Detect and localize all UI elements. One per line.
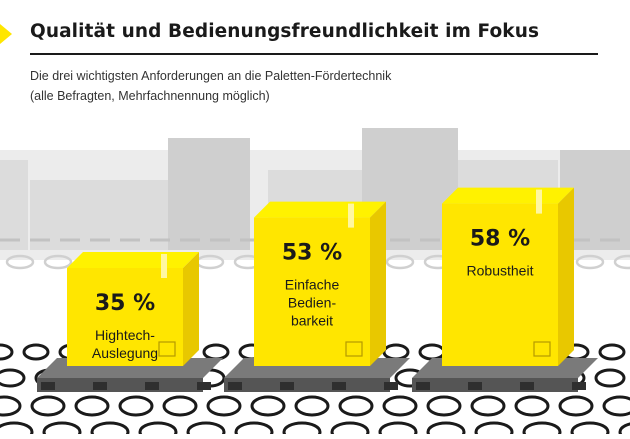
box-tape xyxy=(348,203,354,228)
pallet-slot xyxy=(332,382,346,390)
category-label: Bedien- xyxy=(288,295,337,311)
bg-roller xyxy=(385,254,415,270)
box-top xyxy=(442,187,574,204)
pallet-slot xyxy=(280,382,294,390)
box-side xyxy=(370,201,386,366)
bars: 35 % Hightech- Auslegung 53 % Einfache Bedien… xyxy=(37,187,598,392)
box-tape xyxy=(536,189,542,214)
category-label: Einfache xyxy=(285,277,340,293)
conveyor-roller xyxy=(202,343,230,361)
pallet-slot xyxy=(197,382,211,390)
conveyor-roller xyxy=(0,421,34,439)
pallet-front xyxy=(37,378,203,392)
page-title: Qualität und Bedienungsfreundlichkeit im… xyxy=(30,21,540,42)
conveyor-roller xyxy=(426,395,462,417)
handling-symbol-icon xyxy=(533,341,551,357)
conveyor-roller xyxy=(282,421,322,439)
pallet-slot xyxy=(520,382,534,390)
category-label: Auslegung xyxy=(92,345,158,361)
pallet-slot xyxy=(468,382,482,390)
conveyor-roller xyxy=(90,421,130,439)
bar-1: 35 % Hightech- Auslegung xyxy=(37,252,223,392)
title-divider xyxy=(30,53,598,55)
pallet-front xyxy=(412,378,578,392)
box-side xyxy=(558,187,574,366)
bar-3: 58 % Robustheit xyxy=(412,187,598,392)
pallet-slot xyxy=(416,382,430,390)
conveyor-roller xyxy=(22,343,50,361)
conveyor-roller xyxy=(382,395,418,417)
bar-2: 53 % Einfache Bedien-barkeit xyxy=(224,201,410,392)
pallet-slot xyxy=(384,382,398,390)
box-top xyxy=(67,252,199,268)
box-front xyxy=(442,203,558,366)
conveyor-roller xyxy=(522,421,562,439)
handling-symbol-icon xyxy=(345,341,363,357)
box-side xyxy=(183,252,199,366)
conveyor-roller xyxy=(118,395,154,417)
value-label: 53 % xyxy=(282,241,342,266)
pallet-slot xyxy=(572,382,586,390)
conveyor-roller xyxy=(602,395,630,417)
subtitle-line-2: (alle Befragten, Mehrfachnennung möglich… xyxy=(30,89,270,103)
conveyor-roller xyxy=(338,395,374,417)
conveyor-roller xyxy=(0,343,14,361)
category-label: barkeit xyxy=(291,313,333,329)
category-label: Hightech- xyxy=(95,327,155,343)
pallet-slot xyxy=(41,382,55,390)
conveyor-roller xyxy=(514,395,550,417)
box-front xyxy=(67,268,183,366)
conveyor-roller xyxy=(418,343,446,361)
bg-machine xyxy=(168,138,250,250)
conveyor-roller xyxy=(618,422,630,439)
conveyor-roller xyxy=(0,395,22,417)
conveyor-roller xyxy=(42,421,82,439)
conveyor-roller xyxy=(330,421,370,439)
pallet-slot xyxy=(228,382,242,390)
conveyor-roller xyxy=(138,421,178,439)
handling-symbol-icon xyxy=(158,341,176,357)
conveyor-roller xyxy=(474,421,514,439)
box-tape xyxy=(161,254,167,278)
box-top xyxy=(254,201,386,218)
conveyor-roller xyxy=(594,368,626,388)
bg-roller xyxy=(5,254,35,270)
pallet-slot xyxy=(145,382,159,390)
conveyor-roller xyxy=(250,395,286,417)
conveyor-roller xyxy=(378,421,418,439)
subtitle: Die drei wichtigsten Anforderungen an di… xyxy=(30,66,391,106)
conveyor-roller xyxy=(234,421,274,439)
value-label: 35 % xyxy=(95,291,155,316)
pallet-slot xyxy=(93,382,107,390)
conveyor-roller xyxy=(426,421,466,439)
conveyor-roller xyxy=(570,421,610,439)
conveyor-roller xyxy=(74,395,110,417)
conveyor-roller xyxy=(558,395,594,417)
bg-roller xyxy=(43,254,73,270)
conveyor-roller xyxy=(206,395,242,417)
conveyor-roller xyxy=(186,421,226,439)
bg-machine xyxy=(30,180,170,250)
conveyor-roller xyxy=(470,395,506,417)
conveyor-roller xyxy=(0,368,26,388)
bg-roller xyxy=(613,254,630,270)
subtitle-line-1: Die drei wichtigsten Anforderungen an di… xyxy=(30,69,392,83)
bg-machine xyxy=(0,160,28,250)
conveyor-roller xyxy=(294,395,330,417)
conveyor-roller xyxy=(162,395,198,417)
box-front xyxy=(254,217,370,366)
pallet-front xyxy=(224,378,390,392)
conveyor-roller xyxy=(30,395,66,417)
conveyor-roller xyxy=(382,343,410,361)
conveyor-roller xyxy=(598,343,626,361)
bg-roller xyxy=(575,254,605,270)
value-label: 58 % xyxy=(470,227,530,252)
category-label: Robustheit xyxy=(467,263,534,279)
accent-triangle xyxy=(0,24,12,44)
